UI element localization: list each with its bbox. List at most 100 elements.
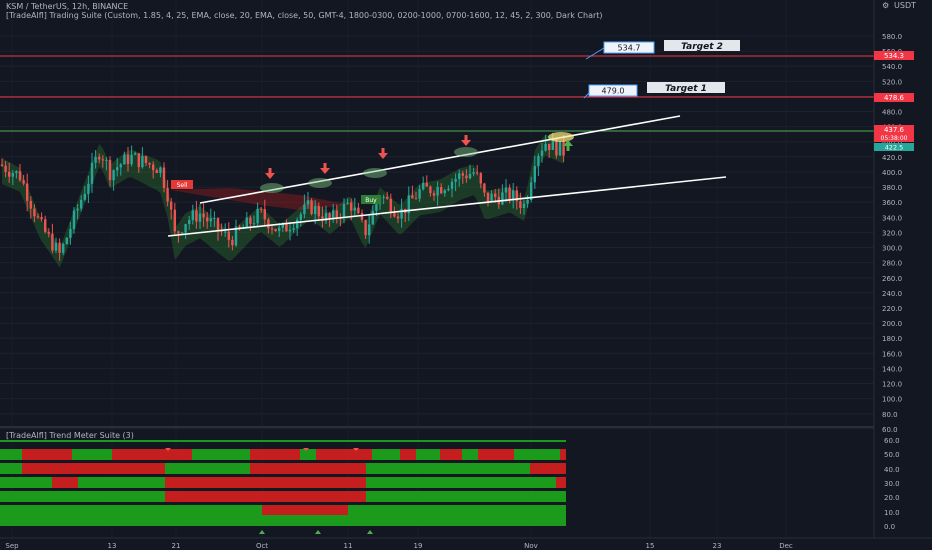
- candle-body: [447, 188, 450, 191]
- meter-tick-label: 60.0: [884, 437, 900, 445]
- time-tick-label: 15: [646, 542, 655, 550]
- candle-body: [281, 223, 284, 228]
- signal-bubble: [454, 147, 478, 157]
- meter-segment: [514, 449, 560, 460]
- candle-body: [285, 223, 288, 232]
- candle-body: [389, 198, 392, 214]
- candle-body: [353, 207, 356, 211]
- meter-segment: [250, 449, 300, 460]
- target-1-callout: 479.0 Target 1: [583, 82, 725, 99]
- candle-body: [40, 217, 43, 220]
- meter-segment: [0, 477, 52, 488]
- candle-body: [332, 210, 335, 220]
- meter-segment: [78, 477, 165, 488]
- meter-segment: [560, 449, 566, 460]
- candle-body: [108, 159, 112, 181]
- meter-segment: [366, 463, 530, 474]
- currency-label[interactable]: USDT: [894, 1, 916, 10]
- candle-body: [551, 139, 554, 150]
- meter-segment: [72, 449, 112, 460]
- candle-body: [65, 237, 68, 245]
- candle-body: [184, 224, 187, 233]
- candle-body: [195, 210, 198, 222]
- time-tick-label: 11: [344, 542, 353, 550]
- candle-body: [432, 193, 436, 196]
- price-tick-label: 540.0: [882, 63, 902, 71]
- price-tick-label: 80.0: [882, 411, 898, 419]
- candle-body: [87, 183, 90, 194]
- price-tick-label: 580.0: [882, 33, 902, 41]
- candle-body: [62, 244, 65, 253]
- sell-arrow-icon: [265, 173, 275, 179]
- candle-body: [317, 206, 320, 217]
- candle-body: [425, 182, 428, 187]
- time-tick-label: Dec: [779, 542, 793, 550]
- meter-segment: [316, 449, 372, 460]
- candle-body: [418, 189, 421, 199]
- candle-body: [278, 227, 281, 232]
- channel-upper-line[interactable]: [199, 115, 681, 204]
- target-2-callout: 534.7 Target 2: [585, 40, 740, 60]
- meter-segment: [192, 449, 250, 460]
- meter-segment: [530, 463, 566, 474]
- candle-body: [76, 208, 79, 211]
- candle-body: [249, 217, 252, 224]
- candle-body: [29, 200, 32, 209]
- candle-body: [515, 190, 518, 202]
- sell-arrow-icon: [461, 140, 471, 146]
- candle-body: [80, 199, 83, 209]
- meter-up-icon: [367, 530, 373, 534]
- candle-body: [537, 155, 540, 167]
- time-tick-label: 23: [713, 542, 722, 550]
- meter-segment: [0, 449, 22, 460]
- candle-body: [526, 200, 529, 204]
- candle-body: [393, 213, 396, 217]
- target-1-axis-value: 478.6: [884, 94, 905, 102]
- candle-body: [36, 216, 40, 218]
- symbol-title[interactable]: KSM / TetherUS, 12h, BINANCE: [6, 2, 129, 11]
- candle-body: [267, 219, 270, 229]
- time-axis[interactable]: [0, 538, 932, 550]
- price-tick-label: 220.0: [882, 305, 902, 313]
- candle-body: [407, 195, 410, 214]
- sell-arrow-stem: [323, 163, 327, 168]
- candle-body: [47, 231, 50, 234]
- candle-body: [335, 210, 338, 218]
- candle-body: [306, 200, 310, 205]
- candle-body: [0, 164, 4, 166]
- candle-body: [216, 218, 220, 231]
- price-axis[interactable]: [874, 0, 932, 540]
- price-tick-label: 300.0: [882, 245, 902, 253]
- candle-body: [8, 171, 11, 177]
- candle-body: [328, 213, 331, 220]
- candle-body: [504, 187, 508, 193]
- channel-lower-line[interactable]: [167, 176, 727, 237]
- candle-body: [540, 150, 544, 156]
- candle-body: [382, 196, 385, 198]
- candle-body: [522, 203, 526, 208]
- candle-body: [152, 164, 155, 171]
- meter-segment: [0, 491, 165, 502]
- candle-body: [69, 229, 72, 238]
- candle-body: [234, 226, 238, 246]
- candle-body: [350, 202, 353, 211]
- gear-icon[interactable]: ⚙: [882, 1, 890, 10]
- candle-body: [26, 183, 29, 201]
- target-1-value: 479.0: [602, 87, 625, 96]
- candle-body: [173, 209, 176, 232]
- meter-segment: [165, 477, 366, 488]
- candle-body: [170, 201, 173, 210]
- trend-meter-title[interactable]: [TradeAlfl] Trend Meter Suite (3): [6, 431, 134, 440]
- price-tick-label: 100.0: [882, 396, 902, 404]
- candle-body: [58, 242, 61, 253]
- sell-arrow-stem: [381, 148, 385, 153]
- candle-body: [296, 219, 299, 229]
- candle-body: [274, 229, 277, 232]
- candle-body: [299, 214, 302, 220]
- price-tick-label: 400.0: [882, 169, 902, 177]
- last-price-value: 437.6: [884, 126, 905, 134]
- signal-bubble: [363, 168, 387, 178]
- indicator-title[interactable]: [TradeAlfl] Trading Suite (Custom, 1.85,…: [6, 11, 603, 20]
- candle-body: [342, 203, 346, 218]
